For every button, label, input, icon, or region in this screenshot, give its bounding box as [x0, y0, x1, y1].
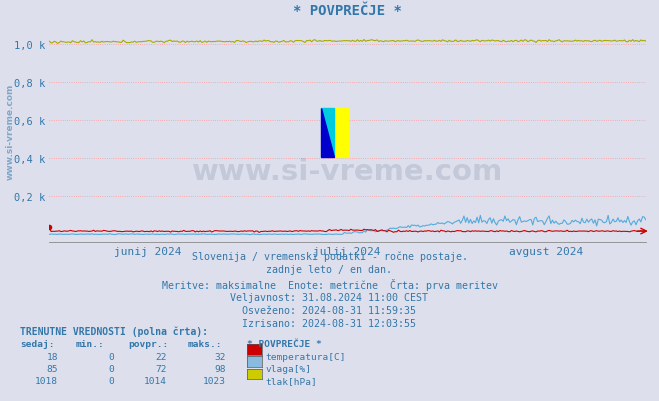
Text: www.si-vreme.com: www.si-vreme.com: [6, 83, 15, 179]
Text: Veljavnost: 31.08.2024 11:00 CEST: Veljavnost: 31.08.2024 11:00 CEST: [231, 293, 428, 303]
Text: 0: 0: [108, 364, 114, 373]
Text: Meritve: maksimalne  Enote: metrične  Črta: prva meritev: Meritve: maksimalne Enote: metrične Črta…: [161, 279, 498, 291]
Polygon shape: [321, 109, 334, 158]
Text: temperatura[C]: temperatura[C]: [266, 352, 346, 360]
Text: 22: 22: [156, 352, 167, 360]
Text: sedaj:: sedaj:: [20, 339, 54, 348]
Text: 85: 85: [47, 364, 58, 373]
Bar: [334, 109, 348, 158]
Text: vlaga[%]: vlaga[%]: [266, 364, 312, 373]
Text: 1014: 1014: [144, 376, 167, 385]
Text: maks.:: maks.:: [188, 339, 222, 348]
Text: TRENUTNE VREDNOSTI (polna črta):: TRENUTNE VREDNOSTI (polna črta):: [20, 326, 208, 336]
Text: www.si-vreme.com: www.si-vreme.com: [192, 158, 503, 185]
Text: Slovenija / vremenski podatki - ročne postaje.: Slovenija / vremenski podatki - ročne po…: [192, 251, 467, 261]
Text: 72: 72: [156, 364, 167, 373]
Text: 0: 0: [108, 352, 114, 360]
Text: 32: 32: [215, 352, 226, 360]
Text: 1018: 1018: [35, 376, 58, 385]
Polygon shape: [321, 109, 334, 158]
Text: Izrisano: 2024-08-31 12:03:55: Izrisano: 2024-08-31 12:03:55: [243, 318, 416, 328]
Text: min.:: min.:: [76, 339, 105, 348]
Text: 0: 0: [108, 376, 114, 385]
Text: 1023: 1023: [203, 376, 226, 385]
Text: tlak[hPa]: tlak[hPa]: [266, 376, 318, 385]
Text: 18: 18: [47, 352, 58, 360]
Text: * POVPREČJE *: * POVPREČJE *: [247, 339, 322, 348]
Title: * POVPREČJE *: * POVPREČJE *: [293, 4, 402, 18]
Text: zadnje leto / en dan.: zadnje leto / en dan.: [266, 265, 393, 275]
Text: 98: 98: [215, 364, 226, 373]
Text: Osveženo: 2024-08-31 11:59:35: Osveženo: 2024-08-31 11:59:35: [243, 306, 416, 316]
Text: povpr.:: povpr.:: [129, 339, 169, 348]
